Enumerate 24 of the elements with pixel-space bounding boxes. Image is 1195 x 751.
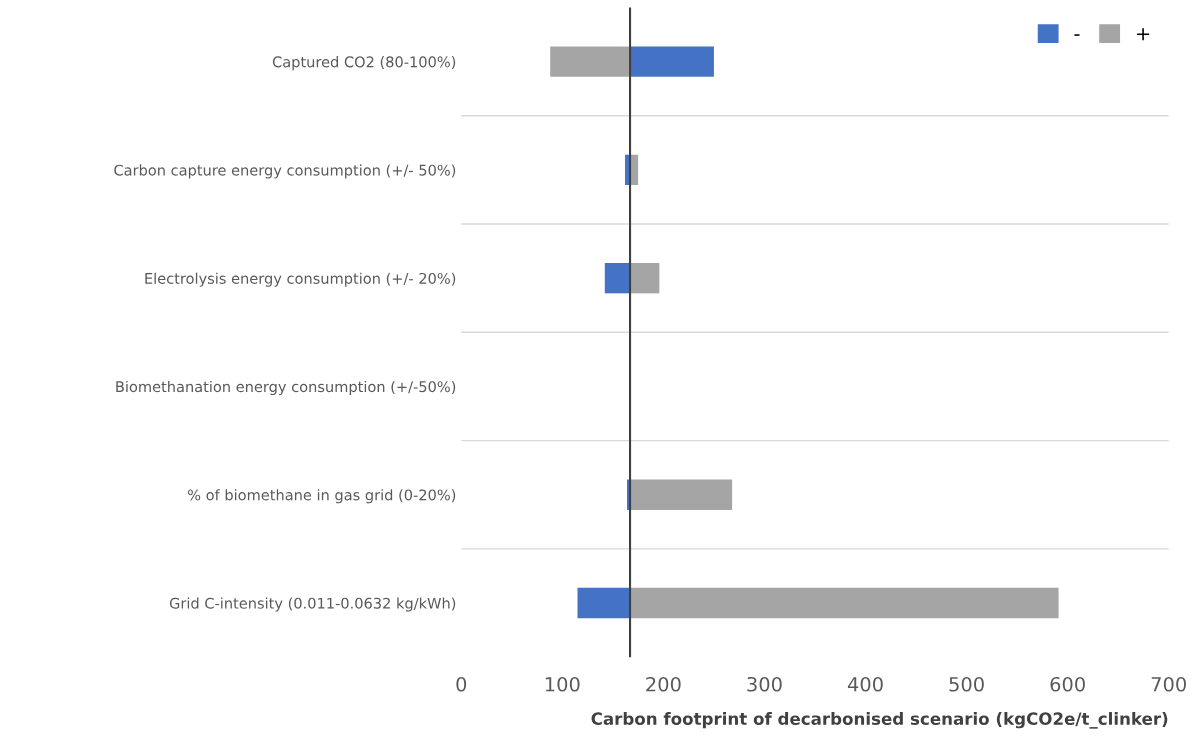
x-axis-title: Carbon footprint of decarbonised scenario (kgCO2e/t_clinker) xyxy=(591,712,1168,729)
y-tick-label: Carbon capture energy consumption (+/- 50%) xyxy=(114,164,456,179)
y-tick-label: Captured CO2 (80-100%) xyxy=(272,56,456,71)
x-tick-label: 500 xyxy=(949,676,984,692)
y-tick-label: Grid C-intensity (0.011-0.0632 kg/kWh) xyxy=(169,597,456,612)
bar xyxy=(630,46,714,77)
y-tick-label: Electrolysis energy consumption (+/- 20%) xyxy=(145,272,456,287)
x-tick-label: 100 xyxy=(545,676,580,692)
bar xyxy=(577,587,631,619)
y-tick-label: Biomethanation energy consumption (+/-50%) xyxy=(116,380,456,396)
bar xyxy=(604,263,631,294)
bar xyxy=(630,587,1059,619)
y-tick-label: % of biomethane in gas grid (0-20%) xyxy=(187,489,456,504)
x-tick-label: 300 xyxy=(747,676,782,692)
x-tick-label: 700 xyxy=(1151,676,1186,692)
bar xyxy=(550,46,631,77)
legend-label: + xyxy=(1136,28,1150,41)
legend-label: - xyxy=(1074,34,1080,36)
bar xyxy=(630,479,733,510)
x-tick-label: 600 xyxy=(1050,676,1085,692)
x-tick-label: 400 xyxy=(847,676,883,692)
bar xyxy=(630,263,660,294)
x-tick-label: 200 xyxy=(646,676,681,692)
x-tick-label: 0 xyxy=(456,676,467,692)
